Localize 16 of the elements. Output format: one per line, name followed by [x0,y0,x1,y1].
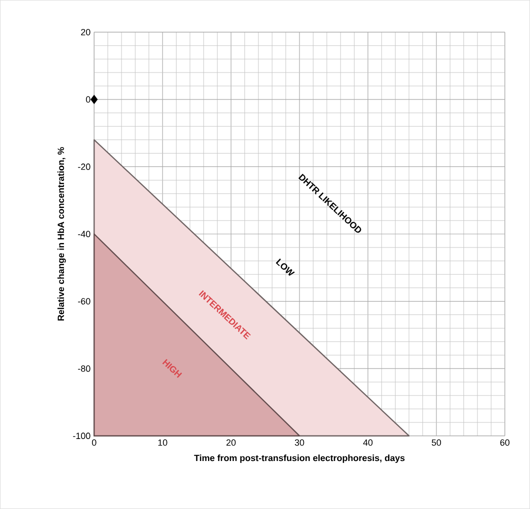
y-tick-label: -100 [73,432,90,440]
y-tick-label: -60 [78,298,90,304]
x-tick-label: 40 [363,439,373,446]
y-tick-label: -40 [78,230,90,238]
x-tick-label: 20 [226,439,236,446]
y-axis-title: Relative change in HbA concentration, % [57,147,66,321]
x-tick-label: 30 [294,439,304,446]
y-tick-label: -80 [78,365,90,372]
x-tick-label: 10 [158,439,168,446]
y-tick-label: 0 [86,96,90,103]
x-tick-label: 50 [432,439,442,446]
y-tick-label: 20 [81,28,90,36]
x-tick-label: 60 [500,439,510,446]
x-axis-title: Time from post-transfusion electrophoresis, days [194,454,405,463]
x-tick-label: 0 [92,439,96,446]
y-tick-label: -20 [78,164,90,170]
